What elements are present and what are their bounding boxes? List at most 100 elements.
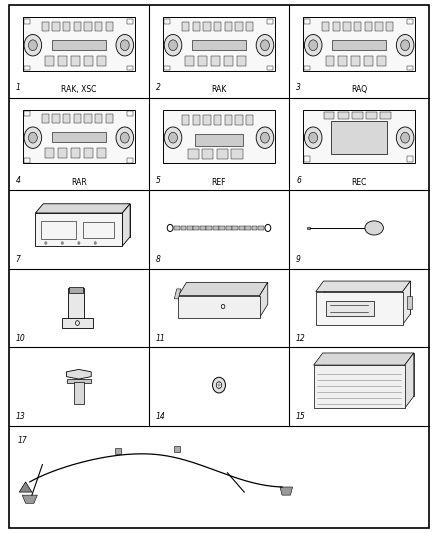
Bar: [63, 114, 71, 123]
Circle shape: [164, 35, 182, 56]
Bar: [97, 56, 106, 66]
Bar: [303, 18, 415, 71]
Circle shape: [309, 132, 318, 143]
Bar: [127, 158, 133, 163]
Text: 17: 17: [17, 436, 27, 445]
Bar: [74, 22, 81, 31]
Text: 8: 8: [156, 255, 161, 264]
Polygon shape: [35, 213, 122, 246]
Bar: [173, 446, 180, 453]
Bar: [52, 132, 106, 142]
Text: 10: 10: [16, 334, 25, 343]
Bar: [354, 22, 361, 31]
Circle shape: [169, 132, 177, 143]
Bar: [214, 115, 221, 125]
Bar: [182, 115, 189, 125]
Bar: [231, 149, 243, 159]
Bar: [24, 111, 29, 116]
Polygon shape: [316, 292, 403, 325]
Polygon shape: [314, 353, 414, 365]
Text: RAR: RAR: [71, 177, 87, 187]
Bar: [386, 22, 393, 31]
Circle shape: [261, 132, 269, 143]
Circle shape: [44, 241, 47, 245]
Bar: [192, 40, 246, 50]
Ellipse shape: [365, 221, 383, 235]
Bar: [225, 115, 232, 125]
Polygon shape: [403, 281, 410, 325]
Bar: [333, 22, 340, 31]
Circle shape: [396, 35, 414, 56]
Polygon shape: [22, 495, 37, 503]
Bar: [24, 19, 29, 24]
Circle shape: [256, 127, 274, 148]
Bar: [211, 56, 220, 66]
Bar: [163, 18, 275, 71]
Polygon shape: [314, 365, 405, 408]
Bar: [365, 22, 372, 31]
Bar: [267, 66, 273, 70]
Circle shape: [78, 241, 80, 245]
Bar: [351, 56, 360, 66]
Text: 3: 3: [296, 83, 301, 92]
Bar: [45, 148, 54, 158]
Polygon shape: [280, 487, 293, 495]
Bar: [58, 148, 67, 158]
Bar: [84, 56, 93, 66]
Circle shape: [120, 132, 129, 143]
Bar: [74, 382, 84, 403]
Text: RAK: RAK: [211, 85, 227, 94]
Polygon shape: [324, 281, 410, 314]
Bar: [239, 226, 244, 230]
Circle shape: [304, 35, 322, 56]
Bar: [24, 158, 29, 163]
Bar: [106, 114, 113, 123]
Bar: [62, 318, 93, 328]
Bar: [174, 226, 180, 230]
Bar: [193, 22, 200, 31]
Circle shape: [256, 35, 274, 56]
Bar: [45, 56, 54, 66]
Bar: [304, 156, 310, 163]
Bar: [106, 22, 113, 31]
Polygon shape: [178, 295, 260, 318]
Bar: [267, 19, 273, 24]
Bar: [84, 148, 93, 158]
Text: 2: 2: [156, 83, 161, 92]
Bar: [194, 226, 199, 230]
Circle shape: [401, 40, 410, 51]
Bar: [187, 226, 193, 230]
Polygon shape: [405, 353, 414, 408]
Bar: [164, 66, 170, 70]
Text: 14: 14: [156, 412, 166, 421]
Bar: [164, 19, 170, 24]
Bar: [58, 56, 67, 66]
Bar: [42, 221, 76, 239]
Bar: [23, 110, 135, 164]
Bar: [203, 115, 211, 125]
Bar: [353, 112, 363, 119]
Bar: [74, 114, 81, 123]
Bar: [83, 222, 114, 238]
Polygon shape: [43, 204, 130, 237]
Bar: [24, 66, 29, 70]
Bar: [307, 227, 310, 229]
Text: 6: 6: [296, 176, 301, 184]
Circle shape: [94, 241, 97, 245]
Text: REC: REC: [351, 177, 367, 187]
Bar: [326, 301, 374, 317]
Bar: [217, 149, 228, 159]
Bar: [163, 110, 275, 164]
Bar: [206, 226, 212, 230]
Bar: [381, 112, 391, 119]
Bar: [235, 22, 243, 31]
Bar: [85, 114, 92, 123]
Bar: [407, 19, 413, 24]
Bar: [303, 110, 415, 164]
Circle shape: [401, 132, 410, 143]
Bar: [214, 22, 221, 31]
Bar: [97, 148, 106, 158]
Polygon shape: [122, 204, 130, 246]
Bar: [63, 22, 71, 31]
Circle shape: [61, 241, 64, 245]
